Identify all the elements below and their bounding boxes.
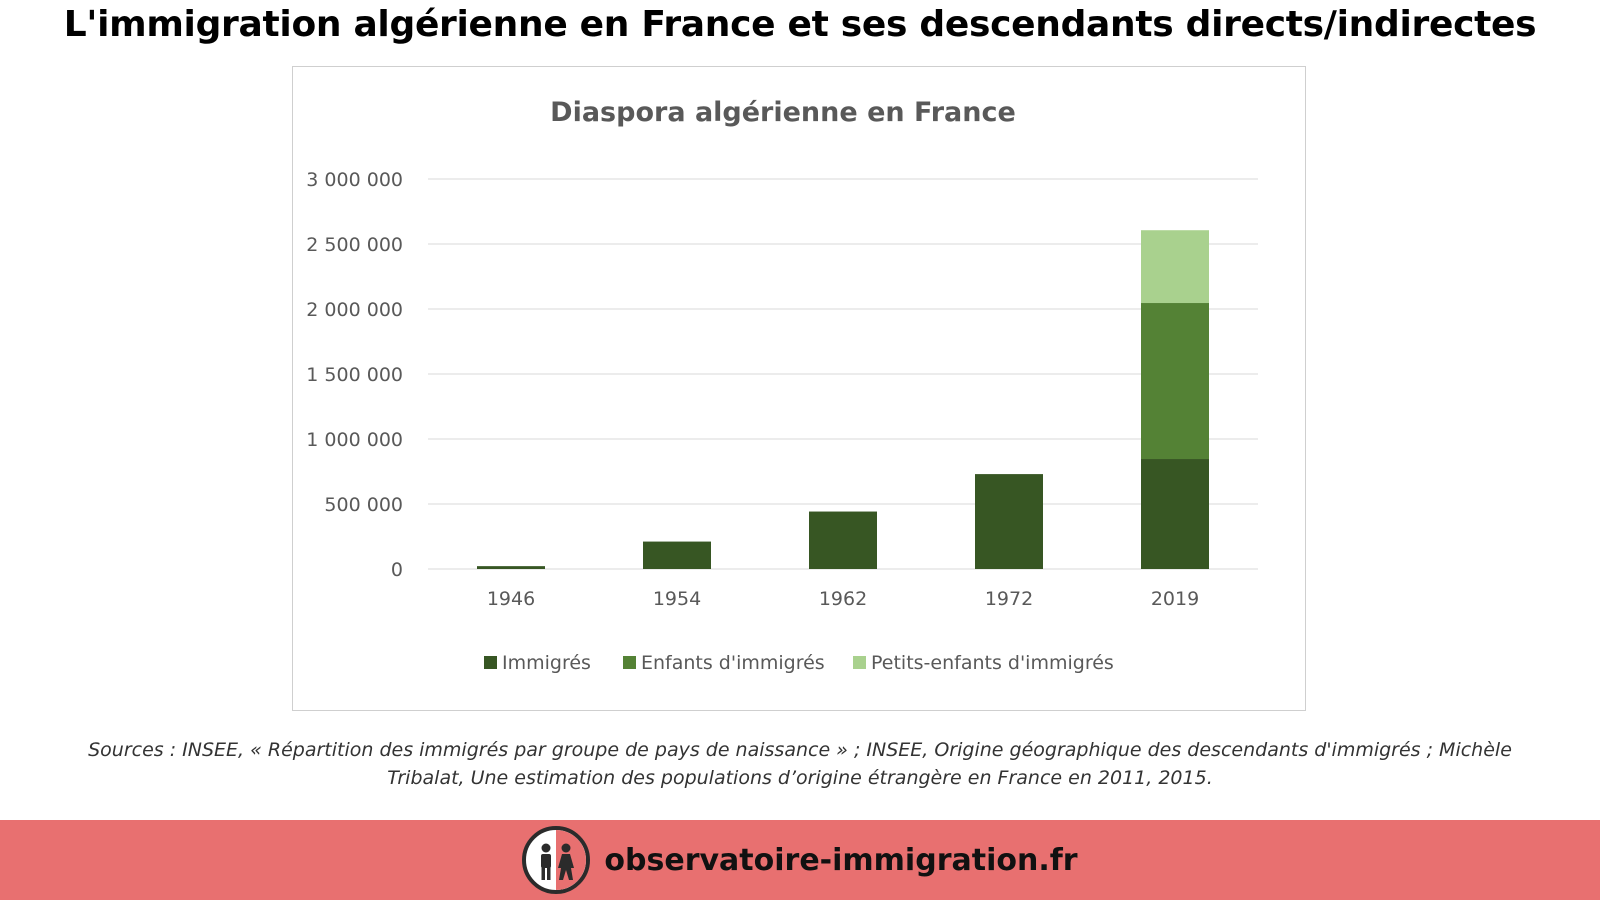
legend-label: Immigrés bbox=[502, 652, 591, 674]
legend: Immigrés Enfants d'immigrés Petits-enfants… bbox=[484, 652, 1114, 674]
bar-2019-series-0 bbox=[1141, 459, 1209, 569]
x-tick-label: 1962 bbox=[819, 588, 867, 610]
y-tick-label: 1 500 000 bbox=[306, 364, 403, 386]
two-people-logo-icon[interactable] bbox=[522, 826, 591, 894]
bar-1946-series-0 bbox=[477, 566, 545, 569]
x-tick-label: 2019 bbox=[1151, 588, 1199, 610]
y-tick-label: 3 000 000 bbox=[306, 169, 403, 191]
footer-content: observatoire-immigration.fr bbox=[0, 820, 1600, 900]
chart-title: Diaspora algérienne en France bbox=[550, 97, 1016, 128]
chart-svg: Diaspora algérienne en France 0 500 000 1 … bbox=[306, 97, 1258, 674]
chart-frame: Diaspora algérienne en France 0 500 000 1 … bbox=[292, 66, 1306, 711]
y-tick-label: 0 bbox=[391, 559, 403, 581]
bar-1962-series-0 bbox=[809, 511, 877, 569]
gridlines bbox=[428, 178, 1258, 570]
legend-label: Enfants d'immigrés bbox=[641, 652, 825, 674]
y-tick-label: 1 000 000 bbox=[306, 429, 403, 451]
bar-1972-series-0 bbox=[975, 474, 1043, 569]
legend-swatch bbox=[484, 656, 497, 669]
page-headline: L'immigration algérienne en France et se… bbox=[63, 4, 1537, 45]
x-axis-ticks: 1946 1954 1962 1972 2019 bbox=[487, 588, 1199, 610]
legend-swatch bbox=[623, 656, 636, 669]
y-tick-label: 2 500 000 bbox=[306, 234, 403, 256]
y-tick-label: 2 000 000 bbox=[306, 299, 403, 321]
x-tick-label: 1954 bbox=[653, 588, 701, 610]
x-tick-label: 1972 bbox=[985, 588, 1033, 610]
bar-2019-series-1 bbox=[1141, 303, 1209, 460]
footer-banner: observatoire-immigration.fr bbox=[0, 820, 1600, 900]
y-tick-label: 500 000 bbox=[324, 494, 403, 516]
site-name[interactable]: observatoire-immigration.fr bbox=[604, 842, 1078, 878]
bar-1954-series-0 bbox=[643, 541, 711, 569]
bars bbox=[477, 230, 1209, 569]
x-tick-label: 1946 bbox=[487, 588, 535, 610]
legend-label: Petits-enfants d'immigrés bbox=[871, 652, 1114, 674]
y-axis-ticks: 0 500 000 1 000 000 1 500 000 2 000 000 2 500… bbox=[306, 169, 403, 581]
sources-note: Sources : INSEE, « Répartition des immig… bbox=[88, 739, 1512, 789]
legend-swatch bbox=[853, 656, 866, 669]
bar-2019-series-2 bbox=[1141, 230, 1209, 304]
